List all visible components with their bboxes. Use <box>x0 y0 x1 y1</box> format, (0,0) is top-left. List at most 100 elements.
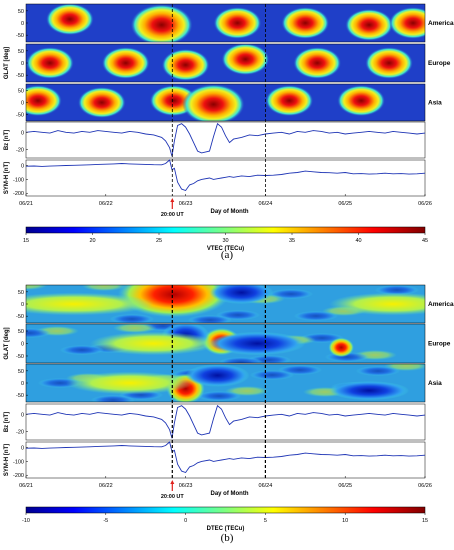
y-tick-label: -50 <box>16 393 24 399</box>
heatmap-disturbance <box>65 371 194 395</box>
heatmap-cells <box>38 364 425 402</box>
heatmap-enhancement <box>182 84 245 121</box>
heatmap-cells <box>26 84 386 121</box>
heatmap-enhancement <box>101 47 150 79</box>
figure-panel-a: 50 0 -50 America 50 0 -50 Europe GLAT [deg] 50 0 -5… <box>4 3 454 261</box>
colorbar-tick-label: 40 <box>355 238 361 244</box>
heatmap-enhancement <box>26 85 62 117</box>
y-axis-label: SYM-H [nT] <box>4 162 10 194</box>
heatmap-texture <box>110 314 154 323</box>
y-tick-label: 0 <box>21 381 24 387</box>
heatmap-disturbance <box>89 331 218 356</box>
colorbar-tick-label: -10 <box>22 518 30 524</box>
line-panel-frame <box>25 403 426 441</box>
heatmap-america: 50 0 -50 America <box>16 3 454 43</box>
colorbar-tick-label: 15 <box>422 518 428 524</box>
colorbar-tick-label: 5 <box>264 518 267 524</box>
line-panel-frame <box>25 121 426 159</box>
y-tick-label: 50 <box>18 49 24 55</box>
y-tick-label: -100 <box>13 459 24 465</box>
y-tick-label: -50 <box>16 354 24 360</box>
heatmap-texture <box>26 285 48 290</box>
region-label: America <box>428 301 454 308</box>
y-tick-label: 0 <box>21 101 24 107</box>
heatmap-enhancement <box>265 85 314 117</box>
y-tick-label: 0 <box>21 164 24 170</box>
x-tick-label: 06/22 <box>99 483 113 489</box>
colorbar-tick-label: 20 <box>89 238 95 244</box>
colorbar-tick-label: 15 <box>23 238 29 244</box>
y-tick-label: 0 <box>21 61 24 67</box>
bz-series-line <box>25 122 426 157</box>
x-tick-label: 06/21 <box>19 483 33 489</box>
event-marker-label: 20:00 UT <box>161 494 185 500</box>
y-tick-label: -50 <box>16 73 24 79</box>
y-tick-label: -200 <box>13 191 24 197</box>
y-tick-label: 50 <box>18 89 24 95</box>
y-tick-label: -50 <box>16 112 24 118</box>
heatmap-disturbance <box>209 285 274 304</box>
heatmap-texture <box>219 357 263 363</box>
heatmap-disturbance <box>26 292 154 316</box>
heatmap-europe: 50 0 -50 Europe GLAT [deg] <box>4 43 451 83</box>
x-tick-label: 06/26 <box>418 483 432 489</box>
colorbar: 15 20 25 30 35 40 45 VTEC (TECu) <box>23 226 428 252</box>
x-tick-label: 06/25 <box>338 483 352 489</box>
y-tick-label: -20 <box>16 429 24 435</box>
y-axis-label: GLAT [deg] <box>4 47 10 79</box>
y-tick-label: -200 <box>13 473 24 479</box>
x-tick-label: 06/23 <box>179 201 193 207</box>
heatmap-enhancement <box>130 4 193 42</box>
region-label: Asia <box>428 99 442 106</box>
heatmap-texture <box>91 395 135 402</box>
figure-caption: (a) <box>221 249 234 261</box>
heatmap-enhancement <box>365 47 414 79</box>
heatmap-enhancement <box>293 47 342 79</box>
colorbar-tick-label: 10 <box>342 518 348 524</box>
heatmap-asia: 50 0 -50 Asia <box>16 363 442 403</box>
heatmap-texture <box>356 366 400 376</box>
region-label: Asia <box>428 380 442 387</box>
heatmap-enhancement <box>77 86 126 119</box>
event-arrow-head <box>170 198 175 202</box>
colorbar-tick-label: 35 <box>289 238 295 244</box>
symh-series-line <box>25 159 426 192</box>
y-tick-label: 0 <box>21 21 24 27</box>
heatmap-enhancement <box>45 4 94 36</box>
colorbar-label: VTEC (TECu) <box>207 246 244 252</box>
region-label: America <box>428 20 454 27</box>
heatmap-texture <box>82 285 126 291</box>
x-tick-label: 06/25 <box>338 201 352 207</box>
y-tick-label: -100 <box>13 177 24 183</box>
line-panel-frame <box>25 159 426 197</box>
heatmap-texture <box>375 285 419 295</box>
symh-series-line <box>25 441 426 474</box>
colorbar-tick-label: 45 <box>422 238 428 244</box>
x-tick-label: 06/23 <box>179 483 193 489</box>
heatmap-enhancement <box>26 47 74 79</box>
y-tick-label: -20 <box>16 147 24 153</box>
x-tick-label: 06/24 <box>259 483 273 489</box>
heatmap-disturbance <box>329 292 425 316</box>
y-tick-label: 50 <box>18 9 24 15</box>
region-label: Europe <box>428 340 451 347</box>
event-arrow-head <box>170 480 175 484</box>
heatmap-enhancement <box>337 85 386 117</box>
heatmap-disturbance <box>117 285 230 318</box>
heatmap-america: 50 0 -50 America <box>16 284 454 324</box>
y-axis-label: Bz [nT] <box>4 412 10 432</box>
bz-series-line <box>25 404 426 439</box>
colorbar-label: DTEC (TECu) <box>207 526 245 532</box>
heatmap-enhancement <box>161 48 210 81</box>
x-tick-label: 06/24 <box>259 201 273 207</box>
heatmap-texture <box>294 311 338 321</box>
x-axis-label: Day of Month <box>210 209 248 215</box>
heatmap-disturbance <box>185 364 250 387</box>
y-tick-label: 0 <box>21 446 24 452</box>
heatmap-cells <box>26 324 397 363</box>
figure-caption: (b) <box>221 532 234 544</box>
colorbar-tick-label: -5 <box>103 518 108 524</box>
y-axis-label: Bz [nT] <box>4 130 10 150</box>
